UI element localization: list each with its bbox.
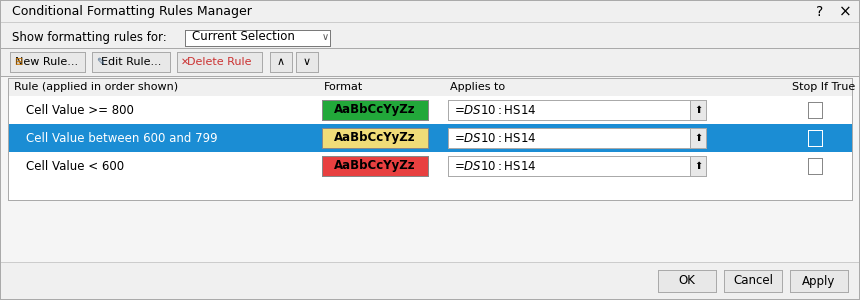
Text: AaBbCcYyZz: AaBbCcYyZz <box>335 131 416 145</box>
Text: Conditional Formatting Rules Manager: Conditional Formatting Rules Manager <box>12 5 252 19</box>
Text: Delete Rule: Delete Rule <box>187 57 251 67</box>
Text: ⬆: ⬆ <box>694 161 702 171</box>
Text: Rule (applied in order shown): Rule (applied in order shown) <box>14 82 178 92</box>
Text: ∨: ∨ <box>303 57 311 67</box>
Text: Current Selection: Current Selection <box>192 31 295 44</box>
Text: =$DS10:$HS14: =$DS10:$HS14 <box>454 103 537 116</box>
Text: ✕: ✕ <box>181 57 189 67</box>
Text: ⊞: ⊞ <box>14 57 22 67</box>
Text: Applies to: Applies to <box>450 82 505 92</box>
Text: ×: × <box>838 4 851 20</box>
Text: ∧: ∧ <box>277 57 285 67</box>
Text: Edit Rule...: Edit Rule... <box>101 57 161 67</box>
Text: Cancel: Cancel <box>733 274 773 287</box>
Text: AaBbCcYyZz: AaBbCcYyZz <box>335 160 416 172</box>
Text: AaBbCcYyZz: AaBbCcYyZz <box>335 103 416 116</box>
Text: Format: Format <box>324 82 363 92</box>
Text: =$DS10:$HS14: =$DS10:$HS14 <box>454 160 537 172</box>
Text: ?: ? <box>816 5 824 19</box>
Text: ✎: ✎ <box>96 57 104 67</box>
Text: Cell Value between 600 and 799: Cell Value between 600 and 799 <box>26 131 218 145</box>
Text: Stop If True: Stop If True <box>792 82 855 92</box>
Text: ∨: ∨ <box>322 32 329 42</box>
Text: Cell Value >= 800: Cell Value >= 800 <box>26 103 134 116</box>
Text: Show formatting rules for:: Show formatting rules for: <box>12 31 167 44</box>
Text: New Rule...: New Rule... <box>15 57 78 67</box>
Text: Apply: Apply <box>802 274 836 287</box>
Text: ⬆: ⬆ <box>694 133 702 143</box>
Text: =$DS10:$HS14: =$DS10:$HS14 <box>454 131 537 145</box>
Text: ⬆: ⬆ <box>694 105 702 115</box>
Text: Cell Value < 600: Cell Value < 600 <box>26 160 124 172</box>
Text: OK: OK <box>679 274 696 287</box>
